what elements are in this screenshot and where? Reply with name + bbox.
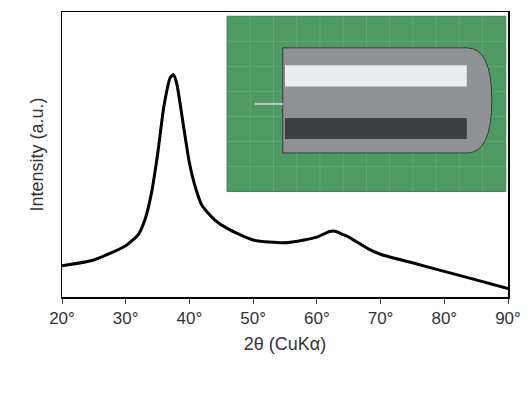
svg-text:Intensity (a.u.): Intensity (a.u.) [27, 97, 47, 211]
svg-text:2θ (CuKα): 2θ (CuKα) [244, 334, 326, 354]
svg-text:70°: 70° [368, 309, 394, 328]
svg-text:60°: 60° [304, 309, 330, 328]
svg-text:40°: 40° [177, 309, 203, 328]
svg-text:80°: 80° [431, 309, 457, 328]
svg-text:20°: 20° [49, 309, 75, 328]
svg-text:30°: 30° [113, 309, 139, 328]
svg-text:90°: 90° [495, 309, 521, 328]
svg-text:50°: 50° [240, 309, 266, 328]
